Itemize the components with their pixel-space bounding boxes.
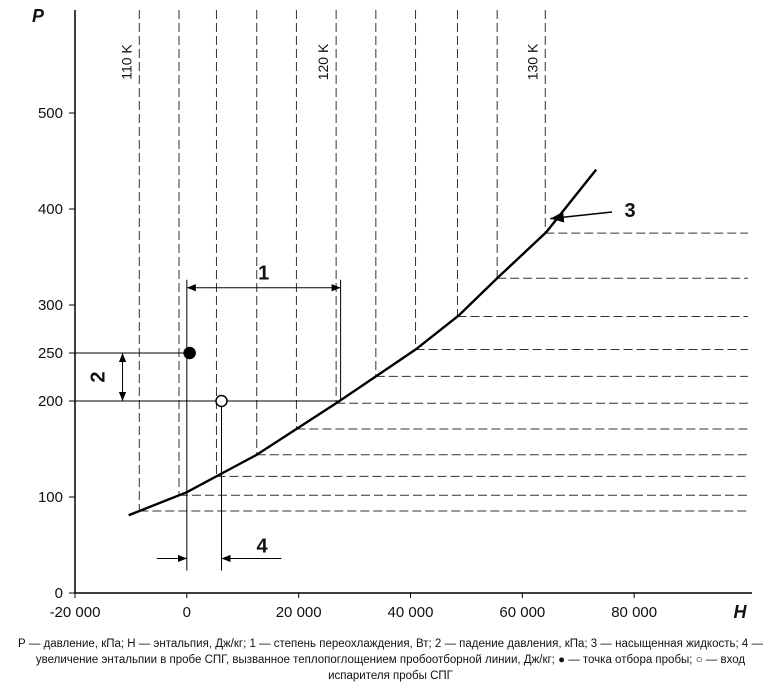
isotherm-label: 120 K [315,43,331,80]
x-tick-label: 40 000 [388,604,434,621]
y-tick-label: 400 [38,201,63,218]
x-tick-label: -20 000 [50,604,101,621]
chart: P H 0 100 200 250 300 400 500 -20 000 0 20 000 40 … [32,6,752,622]
isotherm-label: 130 K [524,43,540,80]
y-tick-label: 500 [38,105,63,122]
annotation-label: 4 [256,535,268,557]
evaporator-inlet-point [215,394,228,408]
y-tick-label: 250 [38,345,63,362]
y-tick-label: 300 [38,297,63,314]
y-axis-label: P [32,6,45,26]
annotation-label: 1 [258,263,269,285]
x-tick-label: 60 000 [499,604,545,621]
x-tick-label: 80 000 [611,604,657,621]
caption: Р — давление, кПа; Н — энтальпия, Дж/кг;… [18,638,763,682]
isotherm-label: 110 K [118,44,134,80]
y-tick-label: 100 [38,489,63,506]
annotation-label: 2 [88,371,110,382]
y-tick-label: 200 [38,393,63,410]
y-tick-label: 0 [55,585,63,602]
annotation-label: 3 [624,200,635,222]
saturation-curve [128,168,598,517]
x-axis-label: H [734,602,748,622]
pointer-arrow [550,211,613,223]
x-tick-label: 0 [183,604,191,621]
x-tick-label: 20 000 [276,604,322,621]
sample-point [183,346,196,360]
